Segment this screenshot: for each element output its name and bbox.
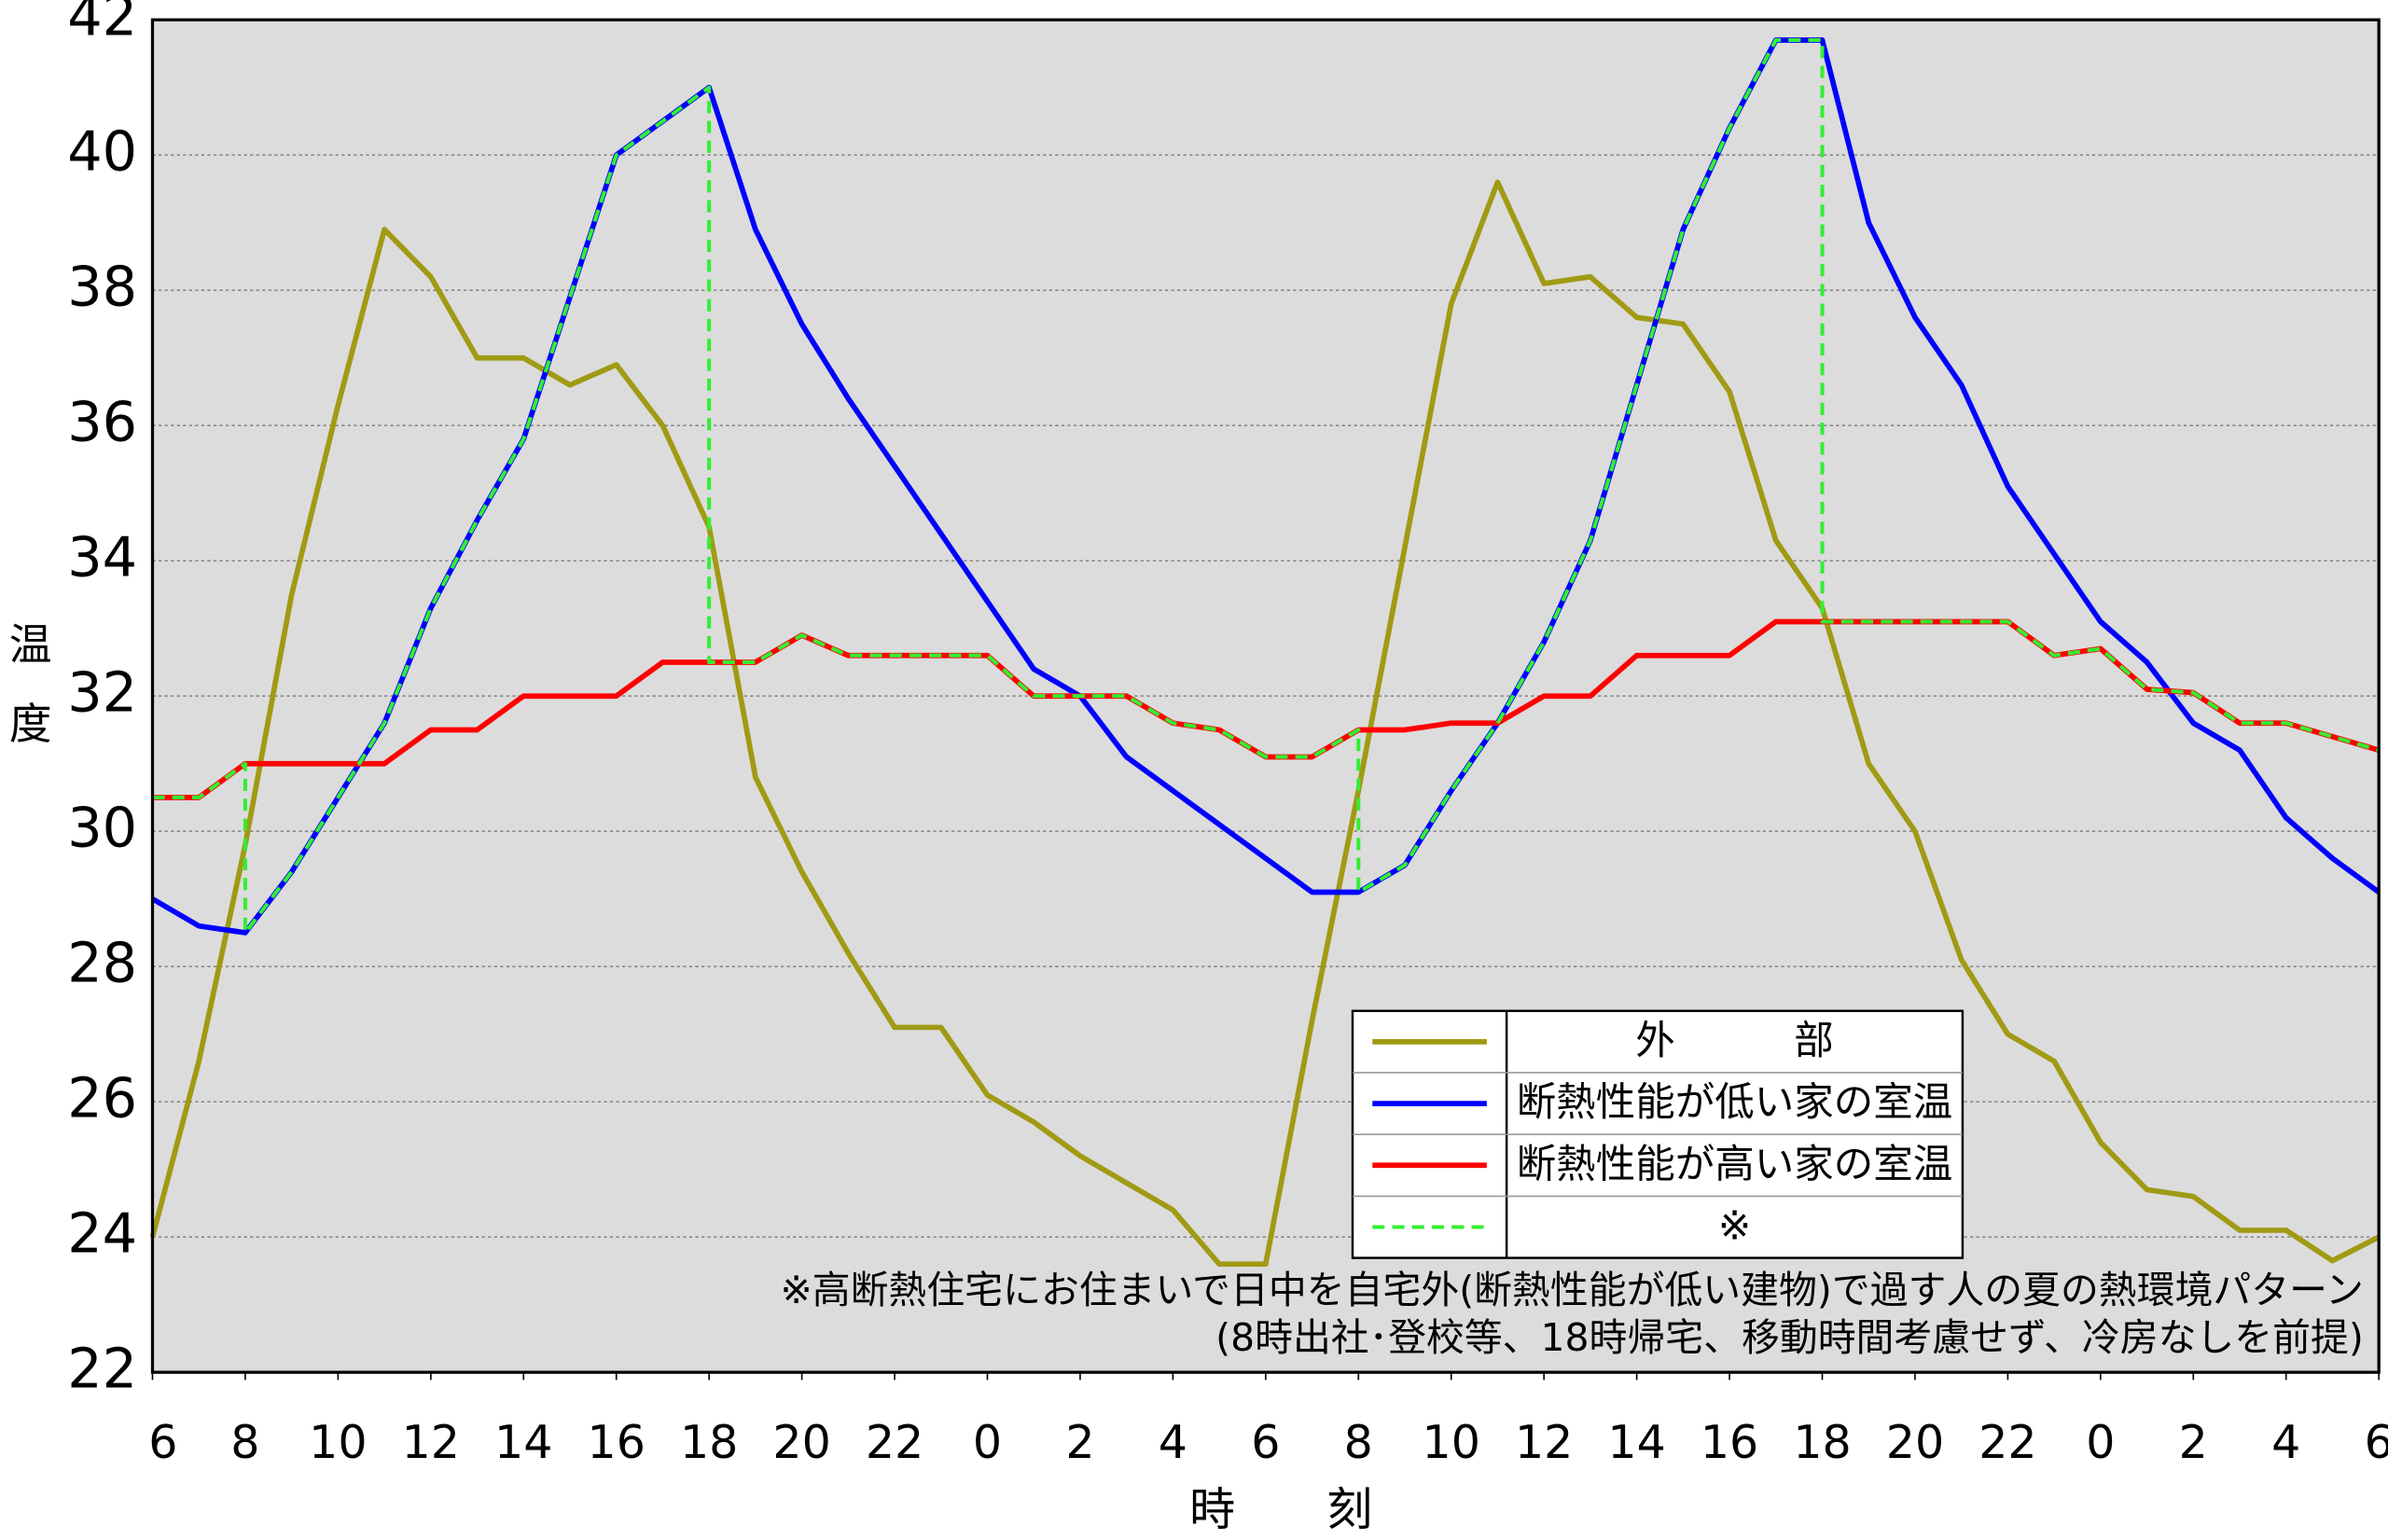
- x-tick-label: 4: [1159, 1415, 1187, 1469]
- x-tick-label: 18: [1793, 1415, 1851, 1469]
- y-tick-label: 34: [67, 524, 137, 589]
- x-tick-label: 10: [1423, 1415, 1480, 1469]
- legend-label: 断熱性能が低い家の室温: [1517, 1080, 1953, 1126]
- x-tick-label: 22: [866, 1415, 923, 1469]
- x-tick-label: 20: [772, 1415, 830, 1469]
- x-tick-label: 0: [2086, 1415, 2115, 1469]
- x-tick-label: 6: [1251, 1415, 1280, 1469]
- x-tick-label: 8: [230, 1415, 259, 1469]
- legend-label: 外 部: [1635, 1019, 1834, 1064]
- y-tick-label: 24: [67, 1200, 137, 1265]
- x-tick-label: 22: [1978, 1415, 2036, 1469]
- x-tick-label: 16: [588, 1415, 646, 1469]
- y-tick-label: 32: [67, 659, 137, 724]
- x-tick-label: 12: [402, 1415, 460, 1469]
- x-tick-label: 14: [1607, 1415, 1665, 1469]
- y-tick-label: 30: [67, 795, 137, 859]
- x-tick-label: 8: [1344, 1415, 1373, 1469]
- x-tick-label: 18: [680, 1415, 738, 1469]
- x-tick-label: 2: [1065, 1415, 1094, 1469]
- x-tick-label: 20: [1886, 1415, 1944, 1469]
- y-tick-label: 38: [67, 254, 137, 318]
- x-tick-label: 0: [973, 1415, 1002, 1469]
- y-tick-label: 26: [67, 1065, 137, 1130]
- series-line: [152, 37, 2380, 935]
- y-axis-label: 温度: [3, 622, 52, 781]
- y-tick-label: 22: [67, 1336, 137, 1400]
- note-line: (8時出社･登校等、18時帰宅、移動時間考慮せず、冷房なしを前提): [1215, 1315, 2364, 1360]
- x-tick-label: 14: [494, 1415, 552, 1469]
- legend-label: 断熱性能が高い家の室温: [1517, 1142, 1953, 1187]
- series-line: [149, 179, 2381, 1268]
- x-axis-label: 時 刻: [1189, 1482, 1372, 1536]
- y-tick-label: 42: [67, 0, 137, 48]
- x-tick-label: 6: [2365, 1415, 2388, 1469]
- y-tick-label: 40: [67, 118, 137, 183]
- y-tick-label: 36: [67, 389, 137, 453]
- note-line: ※高断熱住宅にお住まいで日中を自宅外(断熱性能が低い建物)で過す人の夏の熱環境パ…: [781, 1268, 2364, 1312]
- x-tick-label: 6: [148, 1415, 177, 1469]
- x-tick-label: 10: [309, 1415, 367, 1469]
- y-tick-label: 28: [67, 930, 137, 994]
- x-tick-label: 2: [2179, 1415, 2208, 1469]
- x-tick-label: 4: [2271, 1415, 2300, 1469]
- legend-label: ※: [1718, 1204, 1752, 1250]
- x-tick-label: 12: [1515, 1415, 1573, 1469]
- x-tick-label: 16: [1701, 1415, 1758, 1469]
